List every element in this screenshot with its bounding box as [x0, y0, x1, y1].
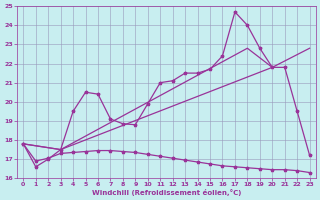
- X-axis label: Windchill (Refroidissement éolien,°C): Windchill (Refroidissement éolien,°C): [92, 189, 241, 196]
